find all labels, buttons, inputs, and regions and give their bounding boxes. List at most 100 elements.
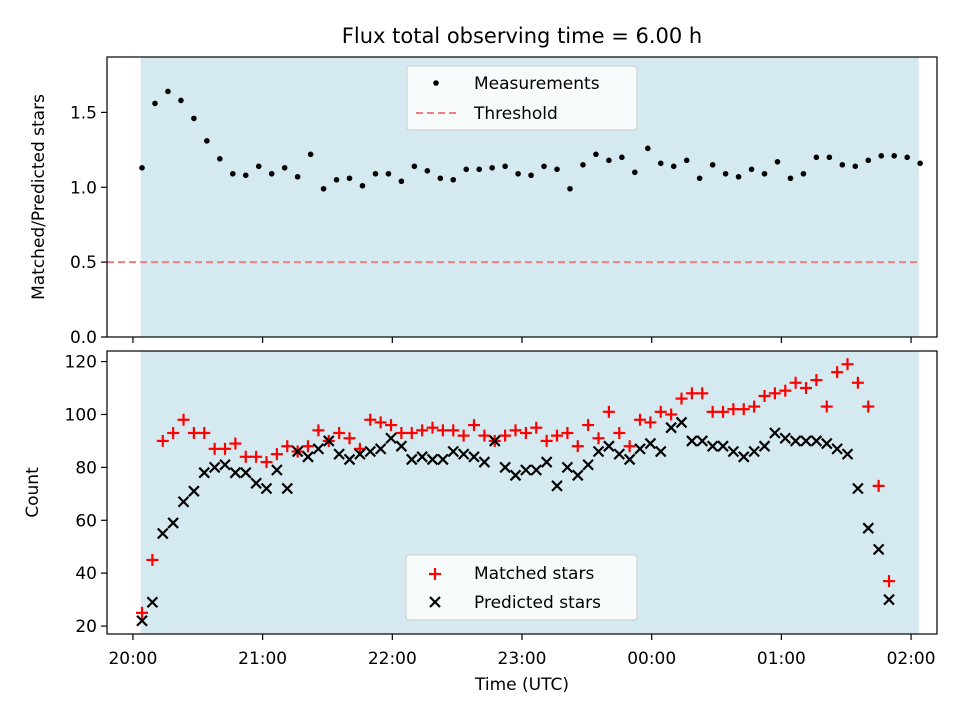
matched-stars-point <box>872 479 885 492</box>
predicted-stars-point <box>872 543 885 556</box>
matched-stars-point <box>509 424 522 437</box>
predicted-stars-point <box>229 466 242 479</box>
matched-stars-point <box>561 426 574 439</box>
matched-stars-point <box>499 429 512 442</box>
measurement-point <box>372 170 379 177</box>
predicted-stars-point <box>758 440 771 452</box>
count-legend-box <box>405 554 638 621</box>
predicted-stars-point <box>333 448 345 460</box>
matched-stars-point <box>156 434 169 447</box>
matched-stars-point <box>623 440 636 453</box>
measurement-point <box>398 178 405 185</box>
predicted-stars-point <box>437 453 449 466</box>
measurement-point <box>476 166 483 173</box>
measurement-point <box>891 153 898 159</box>
matched-stars-point <box>260 456 273 469</box>
measurement-point <box>411 163 418 170</box>
predicted-stars-point <box>571 469 584 482</box>
measurement-point <box>761 170 768 177</box>
measurement-point <box>528 172 534 179</box>
matched-stars-point <box>779 384 792 397</box>
predicted-stars-point <box>748 445 760 458</box>
matched-stars-point <box>343 432 356 445</box>
predicted-stars-point <box>769 427 781 439</box>
measurement-point <box>554 166 560 173</box>
measurement-point <box>774 159 781 165</box>
measurement-point <box>800 170 807 177</box>
legend-matched-label: Matched stars <box>474 564 594 584</box>
predicted-stars-point <box>675 416 688 429</box>
matched-stars-point <box>530 421 543 434</box>
measurement-point <box>787 175 794 182</box>
predicted-stars-point <box>727 445 740 458</box>
predicted-stars-point <box>488 435 501 447</box>
predicted-stars-point <box>239 466 252 479</box>
matched-stars-point <box>250 450 263 463</box>
matched-stars-point <box>478 429 491 442</box>
matched-stars-point <box>768 387 781 400</box>
matched-stars-point <box>447 424 460 437</box>
predicted-stars-point <box>385 432 397 445</box>
y-tick-label: 120 <box>65 353 97 373</box>
matched-stars-point <box>582 419 595 432</box>
predicted-stars-point <box>561 461 574 474</box>
measurement-point <box>229 170 236 177</box>
ratio-y-axis-label: Matched/Predicted stars <box>29 94 49 300</box>
predicted-stars-point <box>665 421 677 434</box>
predicted-stars-point <box>208 461 221 474</box>
measurement-point <box>619 154 625 161</box>
y-tick-label: 40 <box>75 564 97 584</box>
matched-stars-point <box>239 450 252 463</box>
matched-stars-point <box>468 419 481 432</box>
matched-stars-point <box>602 405 615 418</box>
predicted-stars-point <box>364 445 377 458</box>
matched-stars-point <box>208 442 221 455</box>
predicted-stars-point <box>634 443 646 455</box>
y-tick-label: 1.0 <box>70 178 97 198</box>
measurement-point <box>683 157 690 164</box>
ratio-legend-box <box>406 65 638 131</box>
predicted-stars-point <box>219 458 231 471</box>
count-panel: 20 40 60 80 100 120 20:00 21:00 22:00 23:00 00:00… <box>23 350 938 695</box>
measurement-point <box>735 173 742 180</box>
predicted-stars-point <box>374 443 387 455</box>
predicted-stars-point <box>291 445 304 458</box>
measurement-point <box>865 157 872 164</box>
matched-stars-point <box>219 442 232 455</box>
predicted-stars-point <box>603 440 615 452</box>
matched-stars-point <box>758 389 771 402</box>
matched-stars-point <box>706 405 719 418</box>
predicted-stars-point <box>800 435 812 447</box>
matched-stars-point <box>810 374 823 387</box>
measurement-point <box>139 165 145 171</box>
measurement-point <box>839 162 846 168</box>
matched-stars-point <box>302 440 315 453</box>
matched-stars-point <box>374 416 387 429</box>
matched-stars-point <box>571 440 584 453</box>
x-tick-label: 01:00 <box>757 649 806 669</box>
predicted-stars-point <box>551 480 563 492</box>
matched-stars-point <box>333 426 346 439</box>
matched-stars-point <box>592 432 605 445</box>
matched-stars-point <box>270 448 283 461</box>
predicted-stars-point <box>354 448 366 460</box>
measurement-point <box>385 170 392 177</box>
measurement-point <box>294 173 301 180</box>
measurement-point <box>515 170 521 177</box>
predicted-stars-point <box>177 495 190 508</box>
predicted-stars-point <box>343 453 356 466</box>
matched-stars-point <box>685 387 698 400</box>
predicted-stars-point <box>167 517 179 529</box>
chart-title: Flux total observing time = 6.00 h <box>342 24 702 48</box>
measurement-point <box>333 176 340 183</box>
predicted-stars-point <box>696 435 709 447</box>
matched-stars-point <box>177 413 190 426</box>
predicted-stars-point <box>457 448 470 460</box>
measurement-point <box>852 163 859 170</box>
predicted-stars-point <box>250 477 262 490</box>
predicted-stars-point <box>644 437 657 450</box>
measurement-point <box>217 156 223 162</box>
measurement-point <box>593 151 599 158</box>
predicted-stars-point <box>499 461 511 474</box>
x-tick-label: 22:00 <box>368 649 417 669</box>
